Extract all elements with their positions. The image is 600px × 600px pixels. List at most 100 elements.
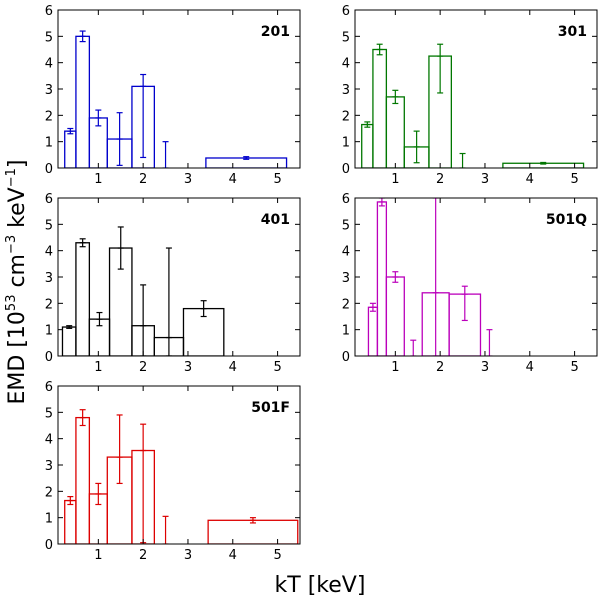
ytick-label-201-4: 4 xyxy=(45,57,53,72)
xtick-label-301-3: 3 xyxy=(481,172,489,187)
xtick-label-201-3: 3 xyxy=(184,172,192,187)
errorbar-501F-3 xyxy=(116,414,123,485)
y-label-prefix: EMD [10 xyxy=(5,311,30,404)
xtick-label-501F-3: 3 xyxy=(184,548,192,563)
errorbar-301-2 xyxy=(392,89,399,105)
errorbar-201-1 xyxy=(79,30,86,43)
xtick-label-501F-5: 5 xyxy=(273,548,281,563)
xtick-label-301-5: 5 xyxy=(570,172,578,187)
errorbar-301-0 xyxy=(364,121,371,128)
panel-title-201: 201 xyxy=(261,24,290,40)
bar-501Q-0 xyxy=(367,306,379,356)
errorbar-201-5 xyxy=(162,141,169,168)
xtick-label-401-2: 2 xyxy=(139,360,147,375)
xtick-label-401-3: 3 xyxy=(184,360,192,375)
panel-301: 1 2 3 4 5 0 1 2 3 4 5 6 301 xyxy=(342,4,598,187)
errorbar-401-3 xyxy=(117,226,124,270)
ytick-label-301-4: 4 xyxy=(342,57,350,72)
xtick-label-301-2: 2 xyxy=(436,172,444,187)
y-label-exp2: −3 xyxy=(4,235,19,254)
x-axis-label: kT [keV] xyxy=(275,573,366,598)
errorbar-501Q-0 xyxy=(369,302,376,312)
panel-501Q: 1 2 3 4 5 0 1 2 3 4 5 6 501Q xyxy=(342,192,598,375)
bar-301-0 xyxy=(361,123,374,168)
errorbar-401-1 xyxy=(79,238,86,248)
ytick-label-301-1: 1 xyxy=(342,136,350,151)
errorbar-501F-5 xyxy=(162,515,169,544)
errorbar-501Q-1 xyxy=(378,198,385,207)
ytick-label-301-6: 6 xyxy=(342,4,350,19)
errorbar-201-3 xyxy=(116,112,123,166)
panel-title-501F: 501F xyxy=(251,400,290,416)
ytick-label-401-3: 3 xyxy=(45,271,53,286)
ytick-label-501F-1: 1 xyxy=(45,512,53,527)
errorbar-501Q-6 xyxy=(486,329,493,356)
ytick-label-401-5: 5 xyxy=(45,218,53,233)
xtick-label-201-4: 4 xyxy=(229,172,237,187)
ytick-label-401-0: 0 xyxy=(45,350,53,365)
ytick-label-501F-4: 4 xyxy=(45,433,53,448)
y-label-suffix: ] xyxy=(5,160,30,169)
xtick-label-501Q-2: 2 xyxy=(436,360,444,375)
bar-301-1 xyxy=(372,48,388,168)
y-label-mid: cm xyxy=(5,254,30,295)
xtick-label-401-4: 4 xyxy=(229,360,237,375)
errorbar-301-1 xyxy=(376,43,383,56)
errorbar-501F-2 xyxy=(95,482,102,506)
ytick-label-301-5: 5 xyxy=(342,30,350,45)
bar-501Q-1 xyxy=(376,201,388,356)
errorbar-401-4 xyxy=(140,284,147,356)
ytick-label-201-2: 2 xyxy=(45,109,53,124)
errorbar-301-5 xyxy=(459,152,466,168)
y-label-unit: keV xyxy=(5,187,30,235)
xtick-label-501F-4: 4 xyxy=(229,548,237,563)
xtick-label-401-1: 1 xyxy=(94,360,102,375)
ytick-label-501Q-2: 2 xyxy=(342,297,350,312)
errorbar-301-6 xyxy=(540,161,547,165)
panel-401: 1 2 3 4 5 0 1 2 3 4 5 6 401 xyxy=(45,192,301,375)
ytick-label-401-4: 4 xyxy=(45,245,53,260)
xtick-label-501Q-3: 3 xyxy=(481,360,489,375)
ytick-label-501F-5: 5 xyxy=(45,406,53,421)
xtick-label-501Q-4: 4 xyxy=(526,360,534,375)
y-label-exp3: −1 xyxy=(4,168,19,187)
errorbar-201-6 xyxy=(243,156,250,160)
ytick-label-401-2: 2 xyxy=(45,297,53,312)
ytick-label-201-5: 5 xyxy=(45,30,53,45)
xtick-label-501Q-1: 1 xyxy=(391,360,399,375)
errorbar-501F-0 xyxy=(67,496,74,506)
ytick-label-501Q-6: 6 xyxy=(342,192,350,207)
xtick-label-201-2: 2 xyxy=(139,172,147,187)
errorbar-301-3 xyxy=(413,130,420,164)
ytick-label-501F-3: 3 xyxy=(45,459,53,474)
panel-201: 1 2 3 4 5 0 1 2 3 4 5 6 201 xyxy=(45,4,301,187)
bar-401-1 xyxy=(75,242,91,356)
ytick-label-201-3: 3 xyxy=(45,83,53,98)
ytick-label-501F-6: 6 xyxy=(45,380,53,395)
panel-title-401: 401 xyxy=(261,212,290,228)
bars-301 xyxy=(361,43,585,168)
errorbar-201-4 xyxy=(140,73,147,159)
ytick-label-401-6: 6 xyxy=(45,192,53,207)
bars-501Q xyxy=(367,198,493,356)
errorbar-501Q-4 xyxy=(432,198,439,356)
xtick-label-301-4: 4 xyxy=(526,172,534,187)
y-axis-label: EMD [1053 cm−3 keV−1] xyxy=(4,160,30,405)
ytick-label-501Q-0: 0 xyxy=(342,350,350,365)
panel-title-301: 301 xyxy=(558,24,587,40)
xtick-label-501F-1: 1 xyxy=(94,548,102,563)
errorbar-501Q-3 xyxy=(410,339,417,356)
ytick-label-501F-2: 2 xyxy=(45,485,53,500)
ytick-label-201-1: 1 xyxy=(45,136,53,151)
errorbar-501Q-5 xyxy=(461,285,468,322)
bar-301-2 xyxy=(385,96,405,168)
errorbar-401-5 xyxy=(165,247,172,356)
errorbar-501F-4 xyxy=(140,423,147,544)
errorbar-501F-1 xyxy=(79,409,86,427)
ytick-label-501Q-1: 1 xyxy=(342,324,350,339)
xtick-label-201-5: 5 xyxy=(273,172,281,187)
xtick-label-301-1: 1 xyxy=(391,172,399,187)
errorbar-501Q-2 xyxy=(392,271,399,283)
y-label-exp1: 53 xyxy=(4,295,19,312)
